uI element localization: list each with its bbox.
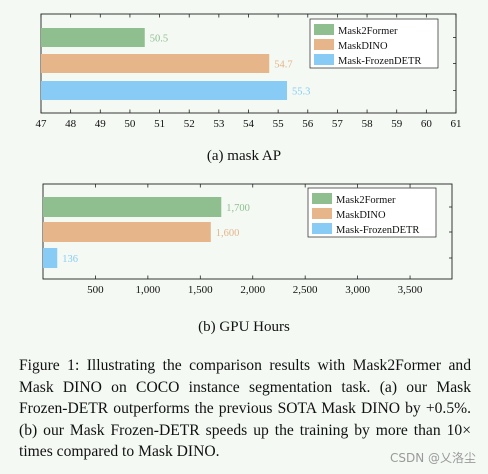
legend-label: Mask-FrozenDETR — [336, 225, 419, 236]
chart-mask-ap: 50.5 54.7 55.3 47 48 49 50 51 52 53 54 55 56 57 58 59 60… — [36, 13, 462, 130]
caption-gpu-hours: (b) GPU Hours — [198, 319, 290, 335]
bar-mask-frozendetr — [41, 81, 288, 100]
x-tick-label: 58 — [362, 118, 374, 130]
x-tick-label: 49 — [95, 118, 107, 130]
bar-mask2former — [41, 28, 145, 47]
legend-label: MaskDINO — [338, 41, 388, 52]
caption-mask-ap: (a) mask AP — [206, 148, 282, 164]
x-tick-label: 60 — [421, 118, 433, 130]
x-tick-label: 57 — [332, 118, 344, 130]
x-tick-label: 48 — [65, 118, 77, 130]
x-tick-label: 2,000 — [240, 284, 265, 296]
x-tick-label: 1,500 — [188, 284, 213, 296]
x-tick-label: 61 — [451, 118, 462, 130]
chart-gpu-hours: 1,700 1,600 136 500 1,000 1,500 2,000 2,500 3,00… — [42, 183, 453, 296]
legend-label: Mask2Former — [338, 26, 398, 37]
data-label-maskdino: 1,600 — [216, 228, 240, 239]
x-tick-label: 3,000 — [345, 284, 370, 296]
watermark: CSDN @乂洛尘 — [389, 451, 476, 465]
legend-swatch — [312, 223, 332, 234]
legend-label: MaskDINO — [336, 210, 386, 221]
data-label-mask-frozendetr: 55.3 — [292, 87, 310, 98]
legend-label: Mask-FrozenDETR — [338, 56, 421, 67]
data-label-mask2former: 50.5 — [150, 34, 168, 45]
x-tick-label: 53 — [213, 118, 225, 130]
bar-mask2former — [43, 197, 222, 217]
bar-maskdino — [43, 222, 211, 242]
figure-caption: Figure 1: Illustrating the comparison re… — [19, 357, 471, 460]
bar-mask-frozendetr — [43, 248, 58, 268]
legend-swatch — [312, 193, 332, 204]
legend-swatch — [312, 208, 332, 219]
data-label-maskdino: 54.7 — [274, 60, 292, 71]
x-tick-label: 52 — [184, 118, 195, 130]
x-tick-label: 3,500 — [398, 284, 423, 296]
x-tick-label: 54 — [243, 118, 255, 130]
data-label-mask-frozendetr: 136 — [62, 254, 78, 265]
legend-swatch — [314, 24, 334, 35]
legend-label: Mask2Former — [336, 195, 396, 206]
x-tick-label: 59 — [391, 118, 403, 130]
x-tick-label: 50 — [124, 118, 136, 130]
x-tick-label: 1,000 — [135, 284, 160, 296]
bar-maskdino — [41, 54, 270, 73]
legend-swatch — [314, 54, 334, 65]
x-tick-label: 56 — [302, 118, 314, 130]
legend-swatch — [314, 39, 334, 50]
x-tick-label: 47 — [36, 118, 48, 130]
x-tick-label: 2,500 — [293, 284, 318, 296]
x-tick-label: 51 — [154, 118, 165, 130]
data-label-mask2former: 1,700 — [226, 203, 250, 214]
x-tick-label: 500 — [87, 284, 104, 296]
x-tick-label: 55 — [273, 118, 285, 130]
